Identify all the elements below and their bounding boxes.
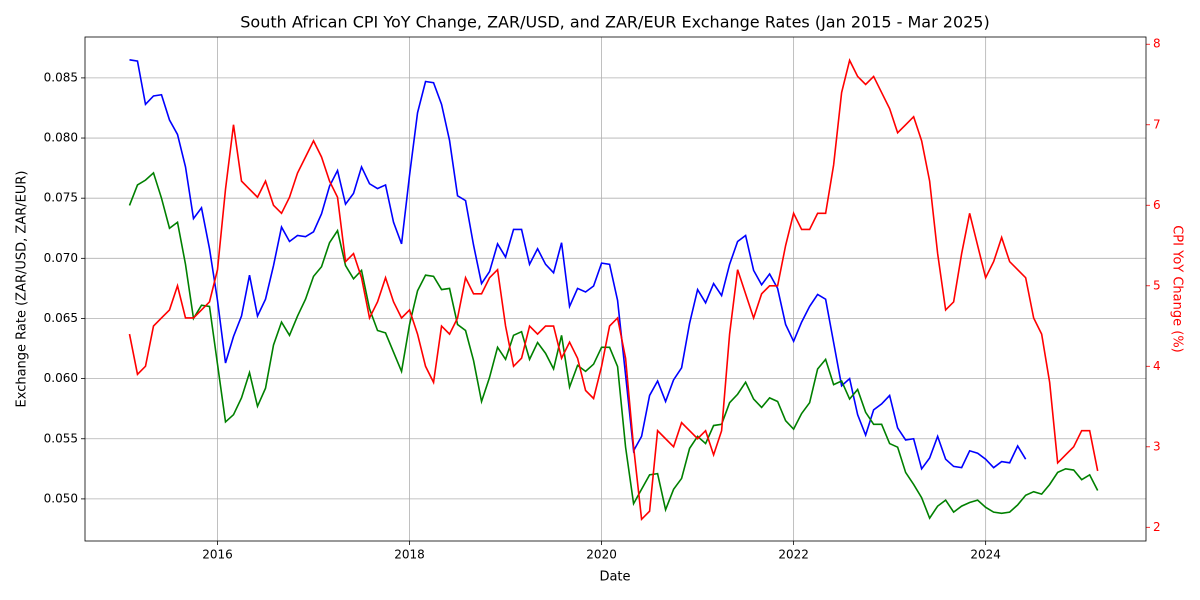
x-tick-label: 2016 <box>202 548 233 562</box>
series-line <box>129 59 1027 471</box>
y2-tick-label: 6 <box>1153 198 1161 212</box>
y-tick-label: 0.060 <box>44 371 78 385</box>
y-axis-label: Exchange Rate (ZAR/USD, ZAR/EUR) <box>15 171 30 408</box>
x-tick-label: 2024 <box>970 548 1001 562</box>
y-tick-label: 0.050 <box>44 491 78 505</box>
y2-tick-label: 7 <box>1153 117 1161 131</box>
y2-tick-label: 8 <box>1153 37 1161 51</box>
y-tick-label: 0.070 <box>44 251 78 265</box>
y-tick-label: 0.055 <box>44 431 78 445</box>
y2-tick-label: 5 <box>1153 278 1161 292</box>
chart-title: South African CPI YoY Change, ZAR/USD, a… <box>240 13 989 32</box>
x-tick-label: 2022 <box>778 548 809 562</box>
y2-tick-label: 3 <box>1153 439 1161 453</box>
x-tick-label: 2020 <box>586 548 617 562</box>
series-line <box>128 171 1099 520</box>
x-axis-label: Date <box>599 570 630 585</box>
y2-axis-label: CPI YoY Change (%) <box>1170 225 1185 353</box>
x-tick-label: 2018 <box>394 548 425 562</box>
y2-tick-label: 2 <box>1153 520 1161 534</box>
y-tick-label: 0.075 <box>44 191 78 205</box>
y-tick-label: 0.085 <box>44 70 78 84</box>
plot-frame <box>84 36 1147 542</box>
y2-tick-label: 4 <box>1153 359 1161 373</box>
series-line <box>128 58 1099 522</box>
y-tick-label: 0.065 <box>44 311 78 325</box>
y-tick-label: 0.080 <box>44 131 78 145</box>
